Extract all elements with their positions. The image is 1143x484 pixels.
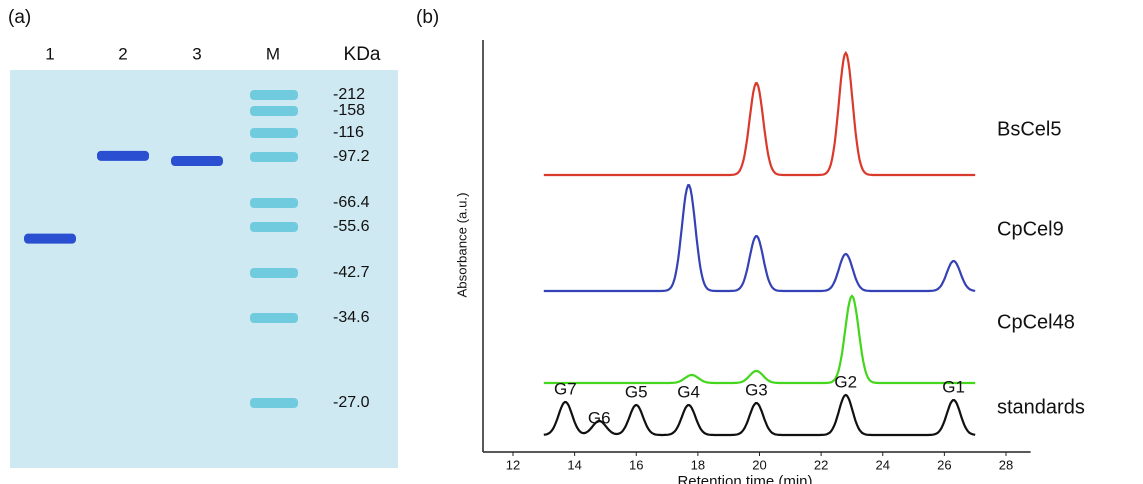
x-tick-label: 28 [999,457,1013,472]
marker-label: -158 [333,102,365,119]
trace [544,185,975,291]
marker-band [250,90,298,100]
series-name: CpCel48 [997,311,1075,333]
marker-label: -66.4 [333,194,370,211]
x-tick-label: 14 [567,457,581,472]
peak [691,374,693,376]
marker-band [250,313,298,323]
lane-label: 1 [45,44,54,63]
marker-band [250,106,298,116]
sample-band [171,156,223,166]
peak-label: G3 [745,380,768,399]
peak-label: G6 [588,408,611,427]
peak [845,253,847,255]
unit-label: KDa [344,44,381,65]
x-axis-label: Retention time (min) [677,473,812,484]
series-name: BsCel5 [997,118,1061,140]
lane-label: M [266,44,280,63]
peak [688,184,690,186]
marker-band [250,398,298,408]
y-axis-label: Absorbance (a.u.) [454,193,469,298]
sample-band [97,151,149,161]
marker-band [250,222,298,232]
panel-label: (b) [416,7,439,28]
series-name: CpCel9 [997,218,1064,240]
x-tick-label: 16 [629,457,643,472]
peak-label: G5 [625,382,648,401]
marker-label: -116 [333,124,364,141]
peak [688,404,690,406]
marker-band [250,268,298,278]
peak [755,235,757,237]
x-tick-label: 26 [937,457,951,472]
peak-label: G2 [834,372,857,391]
x-tick-label: 18 [691,457,705,472]
peak-label: G1 [942,377,965,396]
marker-label: -55.6 [333,218,370,235]
peak [564,401,566,403]
peak-label: G4 [677,382,700,401]
peak [953,399,955,401]
peak [851,295,853,297]
marker-band [250,198,298,208]
peak [845,394,847,396]
peak-label: G7 [554,379,577,398]
figure: (a)123MKDa-212-158-116-97.2-66.4-55.6-42… [0,0,1143,484]
trace [544,53,975,175]
lane-label: 3 [192,44,201,63]
peak [953,260,955,262]
x-tick-label: 22 [814,457,828,472]
x-tick-label: 20 [752,457,766,472]
marker-label: -97.2 [333,148,370,165]
marker-band [250,152,298,162]
peak [755,402,757,404]
peak [755,370,757,372]
marker-label: -42.7 [333,264,370,281]
x-tick-label: 12 [506,457,520,472]
sample-band [24,234,76,244]
x-tick-label: 24 [876,457,890,472]
marker-label: -27.0 [333,394,370,411]
peak [755,82,757,84]
panel-label: (a) [8,7,31,28]
peak [845,52,847,54]
peak [635,404,637,406]
marker-label: -212 [333,86,365,103]
marker-band [250,128,298,138]
marker-label: -34.6 [333,309,370,326]
lane-label: 2 [118,44,127,63]
series-name: standards [997,396,1085,418]
trace [544,296,975,383]
